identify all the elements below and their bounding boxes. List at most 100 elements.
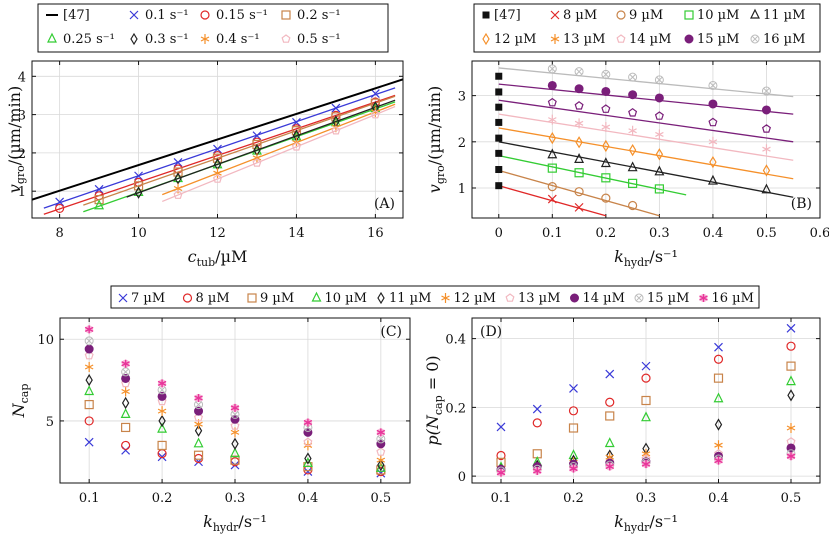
reference-point (495, 149, 503, 157)
legend-swatch (441, 293, 450, 303)
data-point (628, 72, 638, 82)
legend-item: 8 µM (182, 291, 230, 306)
marker-cross (656, 76, 663, 84)
x-axis-label: khydr/s⁻¹ (614, 247, 678, 269)
marker-cross (231, 411, 239, 418)
data-point (708, 136, 718, 147)
data-point (654, 165, 665, 176)
data-point (568, 423, 579, 433)
marker-cross (635, 294, 643, 302)
legend-label: 0.3 s⁻¹ (145, 32, 189, 47)
legend-swatch (482, 11, 490, 19)
data-point (601, 69, 611, 79)
data-point (708, 117, 718, 127)
legend-swatch (616, 10, 626, 20)
data-point (121, 440, 131, 451)
x-tick-label: 0.3 (636, 491, 657, 506)
panel-label: (A) (374, 196, 395, 212)
marker-asterisk (157, 379, 167, 388)
data-point (761, 124, 772, 133)
series-11 (498, 141, 794, 198)
series-0.2 (83, 95, 396, 206)
data-point (84, 336, 94, 346)
fit-line (498, 83, 794, 115)
legend-item: 16 µM (699, 291, 754, 306)
data-point (304, 452, 312, 465)
marker-asterisk (641, 460, 651, 469)
data-point (569, 464, 578, 473)
series-16 (496, 452, 796, 477)
reference-line (32, 78, 403, 201)
series-13 (84, 350, 386, 456)
legend-swatch (281, 10, 291, 20)
data-point (787, 389, 795, 402)
data-point (532, 466, 542, 475)
data-point (213, 144, 222, 154)
data-point (193, 412, 204, 422)
data-point (173, 167, 183, 177)
marker-cross (549, 65, 556, 73)
marker-asterisk (605, 462, 615, 471)
axes-frame (471, 60, 821, 219)
legend-item: [47] (482, 8, 521, 23)
marker-ring (628, 72, 638, 82)
marker-cross (195, 401, 202, 408)
data-point (548, 131, 557, 145)
fit-line (498, 99, 794, 143)
legend-label: 13 µM (518, 291, 560, 306)
data-point (291, 142, 301, 151)
marker-asterisk (376, 428, 386, 437)
data-point (376, 465, 386, 475)
data-point (84, 399, 94, 410)
legend-item: 15 µM (684, 32, 739, 47)
marker-ring (654, 75, 664, 85)
legend-swatch (281, 34, 291, 43)
x-tick-label: 0.2 (596, 226, 617, 241)
data-point (627, 161, 638, 172)
marker-ring (750, 34, 760, 44)
fit-line (498, 141, 794, 198)
data-point (193, 450, 204, 460)
legend-label: 16 µM (712, 291, 754, 306)
data-point (84, 437, 94, 447)
fit-line (83, 95, 396, 206)
data-point (628, 200, 638, 211)
data-point (121, 396, 130, 410)
x-tick-label: 0.6 (810, 226, 829, 241)
series-8 (498, 185, 607, 217)
fit-line (498, 67, 794, 98)
legend-label: 13 µM (563, 32, 605, 47)
legend-swatch (130, 32, 138, 46)
x-tick-label: 0 (495, 226, 503, 241)
data-point (120, 408, 131, 418)
data-point (252, 152, 262, 163)
marker-asterisk (699, 294, 708, 302)
data-point (157, 406, 167, 417)
data-point (568, 406, 579, 416)
panel-C: 0.1 0.2 0.3 0.4 0.5 5 10 (C) khydr/s⁻¹ Ncap (9, 317, 411, 534)
legend-item: 0.1 s⁻¹ (129, 8, 189, 23)
fit-line (162, 103, 396, 196)
data-point (157, 391, 167, 401)
marker-cross (86, 337, 93, 345)
legend-item: 13 µM (505, 291, 560, 306)
marker-cross (377, 435, 384, 443)
x-tick-label: 14 (288, 226, 305, 241)
data-point (84, 325, 94, 334)
data-point (213, 174, 222, 183)
data-point (121, 422, 131, 433)
reference-point (495, 118, 503, 126)
data-point (377, 458, 385, 472)
data-point (303, 467, 313, 476)
plot-area (496, 323, 796, 477)
legend-item: 9 µM (616, 8, 663, 23)
data-point (84, 416, 94, 426)
legend-A: [47] 0.1 s⁻¹ 0.15 s⁻¹ 0.2 s⁻¹ 0.25 s⁻¹ 0.3 s⁻… (37, 3, 389, 53)
data-point (641, 361, 651, 371)
data-point (762, 144, 771, 155)
x-tick-label: 0.4 (708, 491, 729, 506)
x-tick-label: 0.1 (79, 491, 100, 506)
marker-asterisk (532, 466, 542, 475)
data-point (194, 394, 203, 403)
marker-ring (121, 367, 131, 377)
